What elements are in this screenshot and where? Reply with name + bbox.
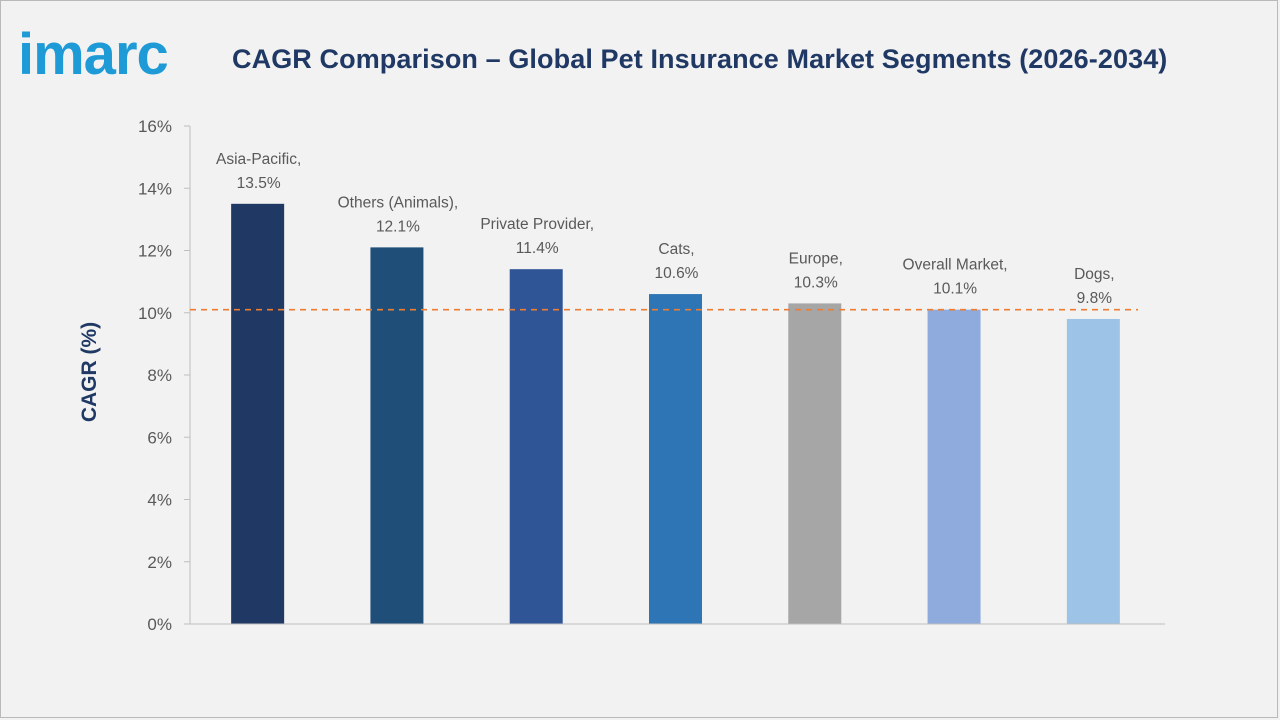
data-labels-group: Asia-Pacific, 13.5% Others (Animals), 12.1%…: [216, 151, 1115, 307]
bar: [927, 309, 981, 624]
bar: [788, 303, 842, 624]
y-tick-label: 6%: [147, 428, 172, 447]
data-label-category: Asia-Pacific,: [216, 151, 301, 168]
y-tick-label: 12%: [138, 242, 172, 261]
y-axis: 0% 2% 4% 6% 8% 10% 12% 14% 16%: [138, 117, 191, 634]
bar: [370, 247, 424, 624]
y-tick-label: 4%: [147, 491, 172, 510]
data-label-category: Cats,: [658, 241, 694, 258]
chart-title: CAGR Comparison – Global Pet Insurance M…: [232, 44, 1168, 74]
bar: [1066, 318, 1120, 624]
y-tick-label: 10%: [138, 304, 172, 323]
data-label-category: Dogs,: [1074, 266, 1115, 283]
y-tick-label: 2%: [147, 553, 172, 572]
y-axis-label: CAGR (%): [78, 322, 101, 422]
data-label-value: 10.1%: [933, 281, 977, 298]
y-tick-label: 14%: [138, 179, 172, 198]
data-label-value: 11.4%: [516, 240, 559, 257]
bars-group: [231, 203, 1120, 624]
bar: [649, 294, 702, 624]
bar: [509, 269, 563, 624]
y-tick-label: 16%: [138, 117, 172, 136]
data-label-category: Others (Animals),: [338, 194, 459, 211]
data-label-category: Overall Market,: [903, 257, 1008, 274]
data-label-value: 9.8%: [1077, 290, 1113, 307]
logo-text: imarc: [18, 28, 168, 87]
y-tick-label: 8%: [147, 366, 172, 385]
data-label-value: 13.5%: [237, 175, 281, 192]
header: imarc CAGR Comparison – Global Pet Insur…: [0, 0, 1280, 100]
data-label-value: 12.1%: [376, 218, 420, 235]
data-label-value: 10.3%: [794, 274, 838, 291]
y-tick-label: 0%: [147, 615, 172, 634]
imarc-logo: imarc: [18, 28, 169, 87]
data-label-category: Europe,: [789, 250, 843, 267]
data-label-category: Private Provider,: [480, 216, 594, 233]
bar: [231, 203, 285, 624]
data-label-value: 10.6%: [655, 265, 699, 282]
